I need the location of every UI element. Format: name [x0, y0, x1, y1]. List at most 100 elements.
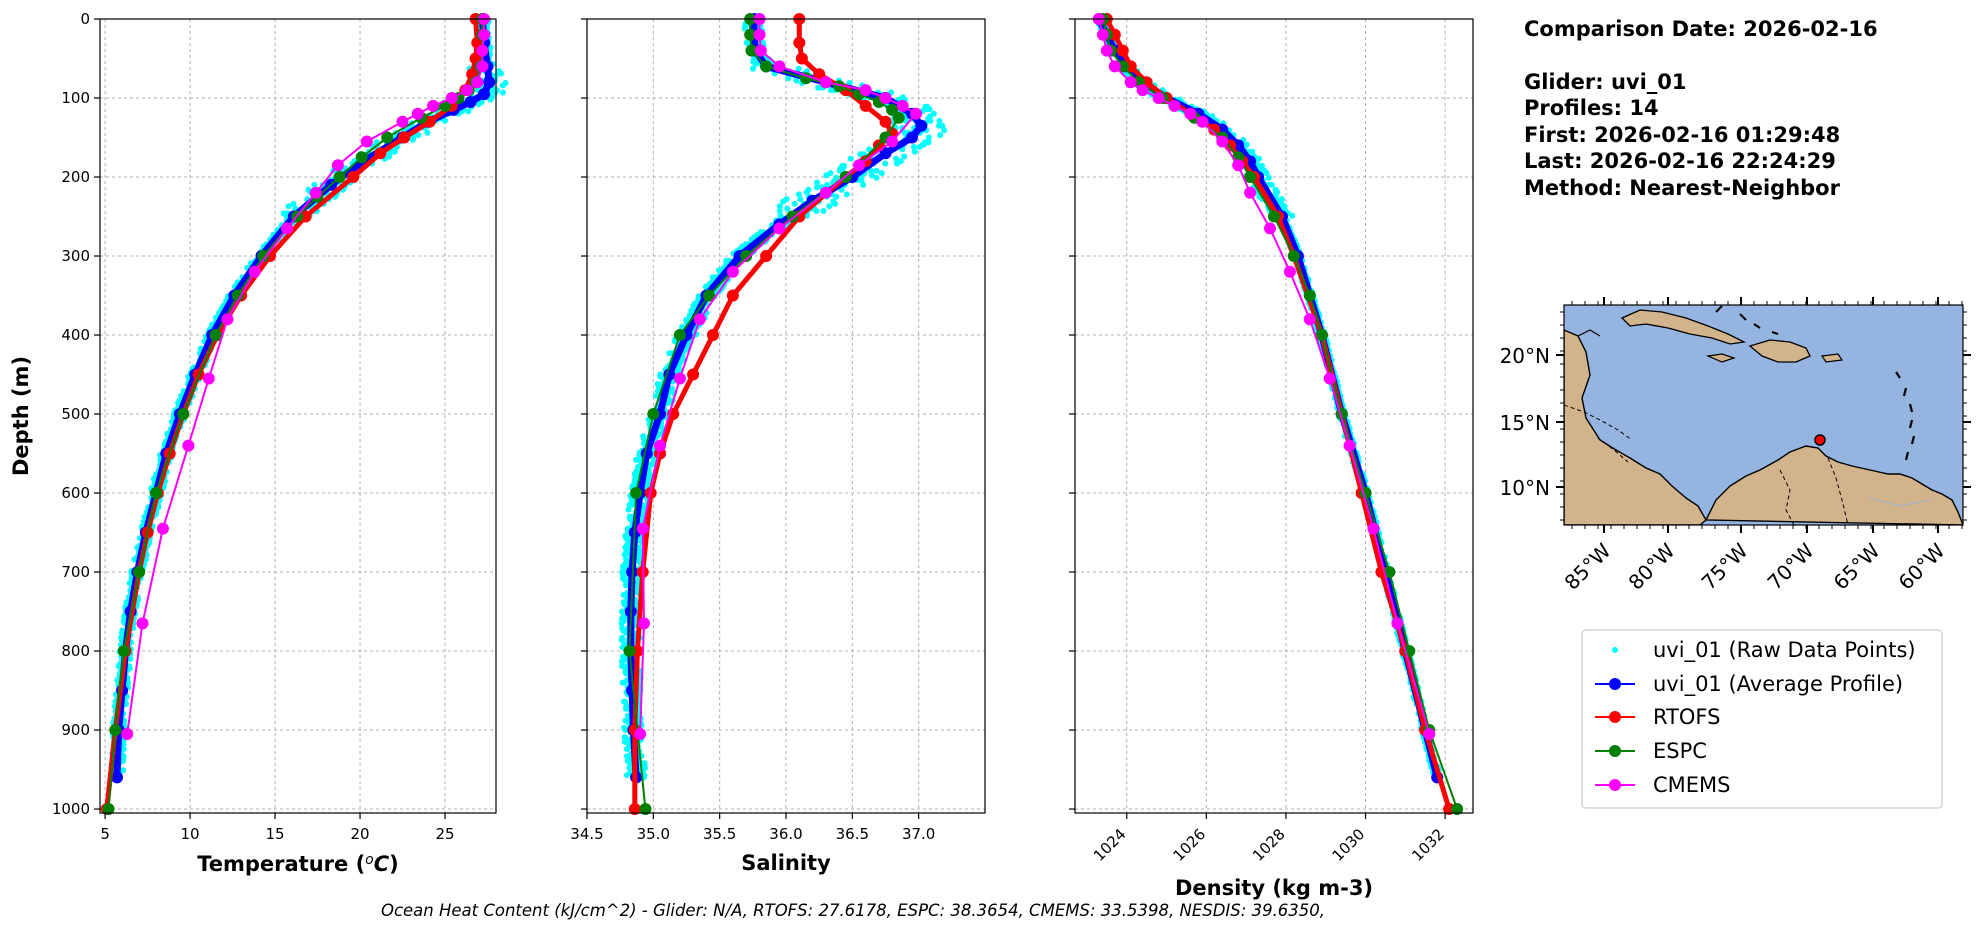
bahamas-islands — [1715, 305, 1723, 313]
raw-data-point — [941, 127, 948, 134]
espc-profile-point — [1315, 329, 1328, 341]
raw-data-point — [927, 117, 934, 124]
raw-data-point — [826, 203, 833, 210]
raw-data-point — [882, 160, 889, 167]
espc-profile-point — [833, 80, 846, 93]
lon-tick-label: 70°W — [1763, 538, 1819, 594]
cmems-profile-point — [478, 28, 491, 41]
temperature-xtick-label: 5 — [100, 825, 110, 843]
density-xtick-label: 1030 — [1329, 825, 1369, 865]
glider-profile-point — [478, 88, 491, 101]
raw-data-point — [627, 516, 634, 523]
glider-profile-point — [879, 147, 892, 160]
cmems-profile-point — [156, 522, 169, 535]
espc-profile-point — [209, 329, 222, 341]
glider-profile-point — [640, 447, 653, 460]
legend-marker-avg — [1609, 678, 1621, 690]
cmems-profile-point — [248, 265, 261, 278]
raw-data-point — [860, 181, 867, 188]
depth-tick-label: 1000 — [52, 800, 90, 818]
cmems-profile-point — [476, 60, 489, 73]
raw-data-point — [624, 746, 631, 752]
raw-data-point — [311, 181, 318, 188]
salinity-xtick-label: 36.5 — [836, 825, 869, 843]
raw-data-point — [622, 582, 629, 589]
rtofs-profile-point — [1208, 123, 1221, 136]
bahamas-islands — [1739, 313, 1779, 335]
raw-data-point — [622, 727, 629, 733]
legend-item-cmems: CMEMS — [1595, 773, 1731, 797]
raw-data-point — [868, 167, 874, 174]
map-frame — [1563, 304, 1964, 526]
rtofs-profile-point — [879, 115, 892, 128]
cmems-profile-point — [773, 222, 786, 235]
cmems-profile-point — [1184, 107, 1197, 120]
depth-tick-label: 800 — [61, 642, 90, 660]
salinity-axis-label: Salinity — [741, 851, 831, 875]
espc-profile-point — [639, 803, 652, 815]
lat-tick-label: 15°N — [1500, 411, 1550, 435]
cmems-profile-point — [1196, 115, 1209, 128]
raw-data-point — [1278, 196, 1285, 203]
hispaniola-island — [1748, 339, 1811, 363]
raw-data-point — [709, 274, 716, 281]
raw-data-point — [776, 208, 783, 214]
raw-data-point — [824, 181, 830, 188]
legend-marker-cmems — [1609, 779, 1621, 791]
rtofs-profile-point — [726, 289, 739, 302]
density-panel: 1024 1026 1028 1030 1032 Density (kg m-3) — [1069, 13, 1474, 900]
cmems-profile-point — [1216, 135, 1229, 148]
border-line — [1564, 404, 1633, 441]
raw-data-point — [780, 198, 787, 205]
raw-data-point — [814, 179, 820, 186]
depth-tick-label: 0 — [80, 10, 90, 28]
raw-data-point — [127, 655, 134, 662]
cmems-profile-point — [773, 60, 786, 73]
raw-data-point — [442, 117, 449, 124]
raw-data-point — [500, 89, 506, 96]
rtofs-profile-line — [1104, 17, 1452, 810]
raw-data-point — [290, 200, 297, 207]
raw-data-point — [1289, 212, 1296, 219]
coast-line — [1577, 329, 1601, 337]
raw-data-point — [391, 148, 398, 155]
raw-data-point — [621, 734, 628, 741]
density-axis-label: Density (kg m-3) — [1175, 876, 1373, 900]
raw-data-point — [936, 117, 943, 124]
raw-data-point — [621, 679, 627, 686]
legend-item-espc: ESPC — [1595, 739, 1707, 763]
espc-profile-point — [673, 329, 686, 341]
raw-data-point — [843, 191, 850, 198]
celsius-c: C — [374, 852, 390, 876]
raw-data-point — [910, 144, 917, 150]
espc-profile-point — [892, 111, 905, 124]
raw-data-point — [1249, 148, 1256, 155]
legend-label-espc: ESPC — [1653, 739, 1707, 763]
legend-box — [1581, 629, 1943, 809]
raw-data-point — [833, 193, 840, 200]
border-line — [1779, 469, 1795, 525]
cmems-profile-point — [1096, 28, 1109, 41]
raw-data-point — [873, 174, 880, 181]
espc-profile-point — [333, 171, 346, 183]
raw-data-point — [878, 170, 885, 177]
raw-data-point — [618, 658, 625, 665]
density-xtick-label: 1028 — [1249, 825, 1289, 865]
raw-data-point — [925, 134, 932, 141]
raw-data-point — [911, 148, 918, 155]
cmems-profile-point — [1108, 60, 1121, 73]
raw-data-point — [776, 203, 783, 210]
raw-data-point — [1272, 191, 1279, 198]
raw-data-point — [793, 77, 800, 84]
location-map: 20°N 15°N 10°N 85°W 80°W 75°W 70°W 65°W 60°W — [1500, 297, 1971, 595]
espc-profile-point — [1244, 171, 1257, 183]
raw-data-point — [785, 75, 792, 82]
lon-tick-label: 80°W — [1624, 538, 1680, 594]
lon-tick-label: 60°W — [1894, 538, 1950, 594]
espc-profile-point — [257, 250, 270, 262]
rtofs-profile-point — [793, 36, 806, 49]
espc-profile-point — [630, 487, 643, 499]
raw-data-point — [499, 82, 506, 89]
raw-data-point — [475, 101, 482, 108]
glider-location-marker — [1814, 434, 1826, 446]
